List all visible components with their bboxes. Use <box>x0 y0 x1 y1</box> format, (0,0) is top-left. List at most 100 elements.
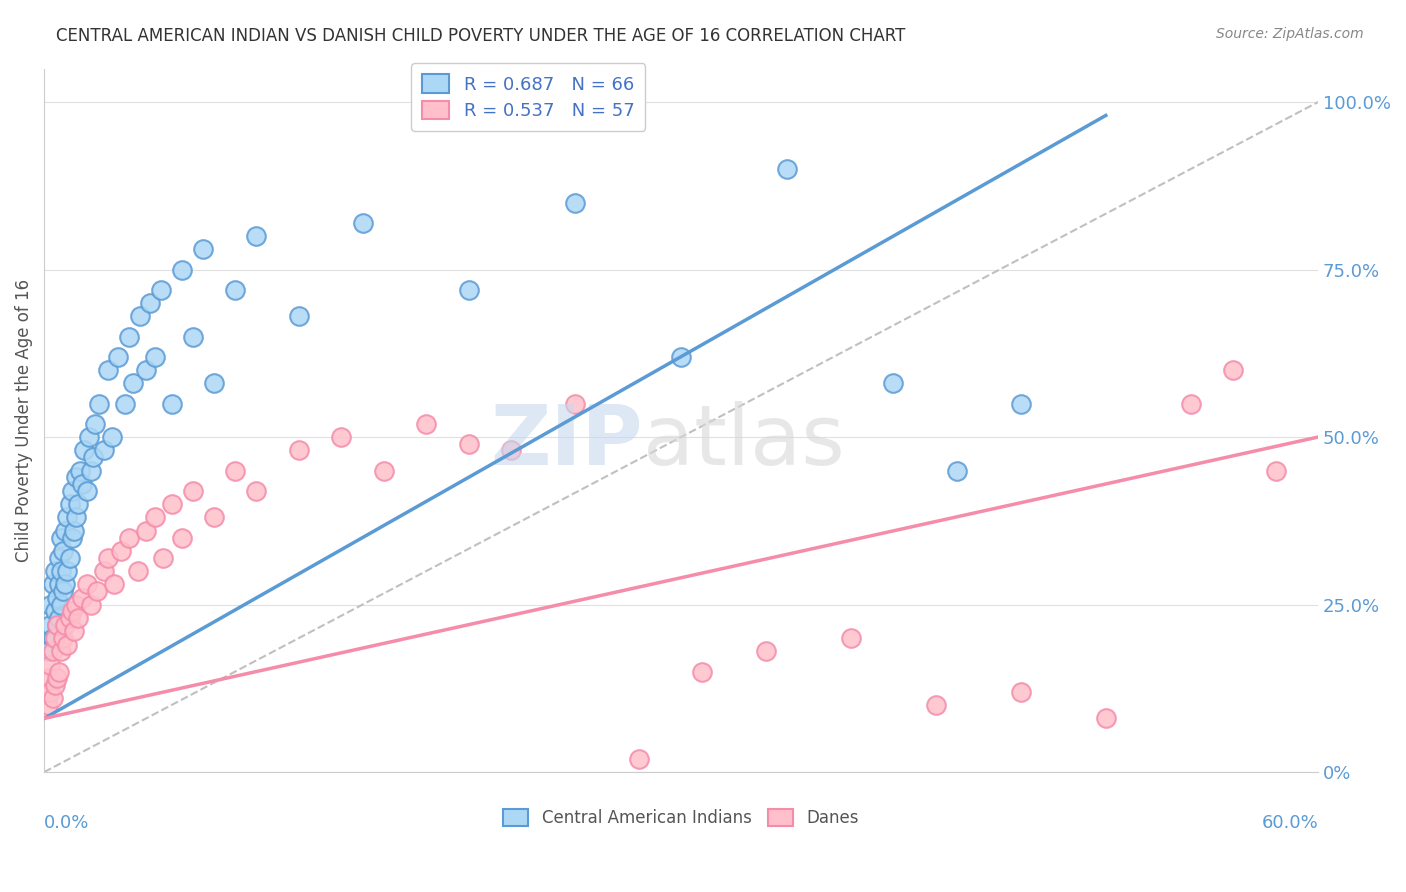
Legend: Central American Indians, Danes: Central American Indians, Danes <box>496 803 866 834</box>
Point <box>45 671 67 685</box>
Point <box>49 564 72 578</box>
Point <box>49 598 72 612</box>
Point <box>288 443 311 458</box>
Point <box>181 483 204 498</box>
Text: 60.0%: 60.0% <box>1261 814 1319 832</box>
Point <box>669 350 692 364</box>
Point <box>76 577 98 591</box>
Point <box>56 510 79 524</box>
Point <box>501 443 523 458</box>
Point <box>1222 363 1244 377</box>
Point <box>457 436 479 450</box>
Point <box>160 396 183 410</box>
Point <box>172 262 194 277</box>
Point <box>925 698 948 712</box>
Point <box>37 698 59 712</box>
Point <box>627 752 650 766</box>
Point <box>128 310 150 324</box>
Point <box>41 644 63 658</box>
Point <box>101 430 124 444</box>
Text: 0.0%: 0.0% <box>44 814 90 832</box>
Point <box>39 657 62 672</box>
Point <box>127 564 149 578</box>
Point <box>44 631 66 645</box>
Point <box>60 531 83 545</box>
Y-axis label: Child Poverty Under the Age of 16: Child Poverty Under the Age of 16 <box>15 278 32 562</box>
Point <box>52 631 75 645</box>
Point <box>139 296 162 310</box>
Point <box>135 363 157 377</box>
Point <box>45 617 67 632</box>
Point <box>564 195 586 210</box>
Point <box>110 544 132 558</box>
Point <box>93 564 115 578</box>
Point <box>143 510 166 524</box>
Point <box>181 329 204 343</box>
Point <box>224 464 246 478</box>
Point <box>692 665 714 679</box>
Point <box>143 350 166 364</box>
Point <box>172 531 194 545</box>
Point <box>97 550 120 565</box>
Point <box>776 161 799 176</box>
Point <box>946 464 969 478</box>
Point <box>37 644 59 658</box>
Point <box>44 604 66 618</box>
Point <box>80 464 103 478</box>
Point <box>89 396 111 410</box>
Point <box>245 483 267 498</box>
Point <box>44 678 66 692</box>
Point <box>35 684 58 698</box>
Point <box>48 577 70 591</box>
Text: Source: ZipAtlas.com: Source: ZipAtlas.com <box>1216 27 1364 41</box>
Point <box>755 644 778 658</box>
Point <box>202 376 225 391</box>
Point <box>193 243 215 257</box>
Point <box>41 577 63 591</box>
Point <box>39 598 62 612</box>
Point <box>45 591 67 605</box>
Point <box>76 483 98 498</box>
Point <box>882 376 904 391</box>
Point <box>41 631 63 645</box>
Point <box>39 617 62 632</box>
Point <box>41 691 63 706</box>
Point <box>84 417 107 431</box>
Point <box>82 450 104 464</box>
Point <box>288 310 311 324</box>
Point <box>160 497 183 511</box>
Point <box>352 216 374 230</box>
Point <box>1010 684 1032 698</box>
Point <box>1010 396 1032 410</box>
Point <box>72 591 94 605</box>
Point <box>67 497 90 511</box>
Point <box>63 624 86 639</box>
Point <box>97 363 120 377</box>
Point <box>86 584 108 599</box>
Point <box>93 443 115 458</box>
Point <box>53 524 76 538</box>
Point <box>224 283 246 297</box>
Point <box>48 665 70 679</box>
Point <box>45 617 67 632</box>
Point <box>1180 396 1202 410</box>
Point <box>1094 711 1116 725</box>
Point <box>52 544 75 558</box>
Point <box>122 376 145 391</box>
Point <box>58 550 80 565</box>
Point <box>80 598 103 612</box>
Point <box>44 564 66 578</box>
Point <box>118 531 141 545</box>
Point <box>56 638 79 652</box>
Point <box>52 584 75 599</box>
Point <box>118 329 141 343</box>
Point <box>65 470 87 484</box>
Point <box>63 524 86 538</box>
Point <box>67 611 90 625</box>
Point <box>135 524 157 538</box>
Text: ZIP: ZIP <box>491 401 643 482</box>
Point <box>1264 464 1286 478</box>
Point <box>37 671 59 685</box>
Point <box>107 350 129 364</box>
Point <box>48 550 70 565</box>
